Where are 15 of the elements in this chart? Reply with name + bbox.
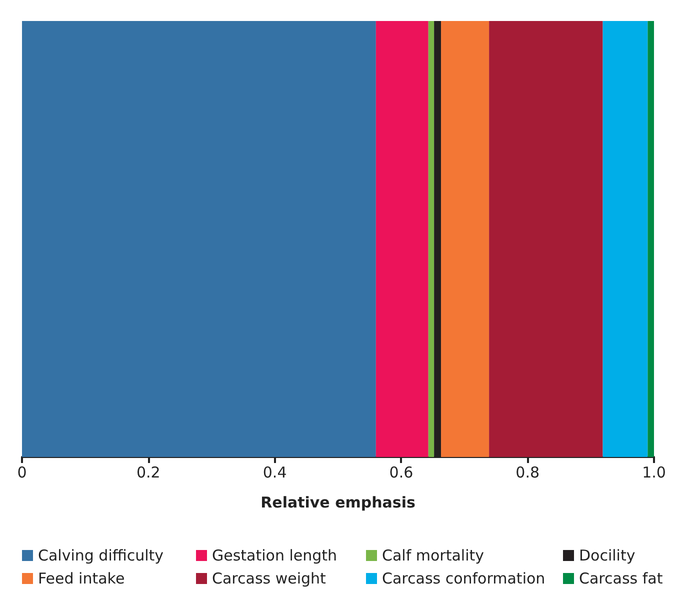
x-tick-label: 0.4 bbox=[262, 464, 287, 482]
x-tick-label: 1.0 bbox=[642, 464, 666, 482]
legend-label: Calving difficulty bbox=[38, 546, 164, 564]
legend-label: Docility bbox=[579, 546, 636, 564]
legend-label: Feed intake bbox=[38, 570, 125, 588]
legend-label: Gestation length bbox=[212, 546, 338, 564]
legend-label: Carcass conformation bbox=[382, 570, 546, 588]
legend-label: Calf mortality bbox=[382, 546, 484, 564]
legend-label: Carcass fat bbox=[579, 570, 663, 588]
x-tick-label: 0.2 bbox=[136, 464, 160, 482]
x-axis-title: Relative emphasis bbox=[260, 494, 416, 512]
x-tick-label: 0.8 bbox=[516, 464, 540, 482]
x-tick-label: 0 bbox=[17, 464, 27, 482]
legend-label: Carcass weight bbox=[212, 570, 326, 588]
x-tick-label: 0.6 bbox=[389, 464, 414, 482]
